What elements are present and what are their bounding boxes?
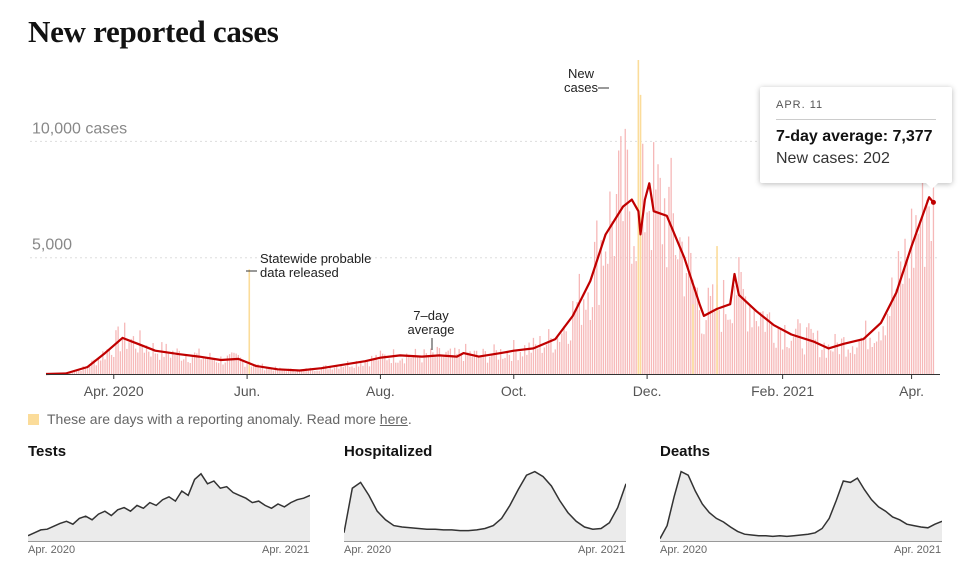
anomaly-legend: These are days with a reporting anomaly.… xyxy=(28,411,412,427)
trend-line xyxy=(28,472,310,537)
x-tick-label: Aug. xyxy=(366,383,395,399)
y-tick-label-5000: 5,000 xyxy=(32,237,72,254)
annotation-probable-data: Statewide probable xyxy=(260,251,371,266)
annotation-seven-day: 7–day xyxy=(413,308,449,323)
anomaly-legend-end: . xyxy=(407,411,412,427)
tests-end-label: Apr. 2021 xyxy=(262,544,310,556)
tooltip-point xyxy=(930,199,936,205)
tooltip: APR. 11 7-day average: 7,377 New cases: … xyxy=(760,87,952,183)
x-tick-label: Feb. 2021 xyxy=(751,383,814,399)
y-tick-label-10000: 10,000 cases xyxy=(32,120,127,137)
x-tick-label: Apr. 2020 xyxy=(84,383,144,399)
tests-title: Tests xyxy=(28,443,67,460)
area-fill xyxy=(28,473,310,542)
anomaly-legend-text: These are days with a reporting anomaly.… xyxy=(47,411,380,427)
annotation-seven-day: average xyxy=(408,322,455,337)
annotation-new-cases: New xyxy=(568,66,595,81)
x-tick-label: Jun. xyxy=(234,383,260,399)
deaths-start-label: Apr. 2020 xyxy=(660,544,708,556)
bars-layer xyxy=(67,128,935,374)
tooltip-average: 7-day average: 7,377 xyxy=(776,128,933,145)
x-tick-label: Dec. xyxy=(633,383,662,399)
annotation-probable-data: data released xyxy=(260,265,339,280)
tooltip-new-cases: New cases: 202 xyxy=(776,150,890,167)
annotation-new-cases: cases xyxy=(564,80,598,95)
hospitalized-title: Hospitalized xyxy=(344,443,433,460)
x-tick-label: Apr. xyxy=(899,383,924,399)
deaths-title: Deaths xyxy=(660,443,711,460)
hospitalized-end-label: Apr. 2021 xyxy=(578,544,626,556)
area-fill xyxy=(660,471,942,542)
anomaly-swatch xyxy=(28,414,39,425)
tooltip-date: APR. 11 xyxy=(776,99,824,111)
tests-chart[interactable] xyxy=(28,466,310,542)
tests-start-label: Apr. 2020 xyxy=(28,544,76,556)
hospitalized-chart[interactable] xyxy=(344,466,626,542)
area-fill xyxy=(344,471,626,542)
axis-layer: Apr. 2020 Jun. Aug. Oct. Dec. Feb. 2021 Apr. xyxy=(46,374,940,399)
trend-line xyxy=(660,470,942,539)
grid-layer: 5,000 10,000 cases xyxy=(30,120,940,259)
tooltip-pointer xyxy=(925,182,939,189)
hospitalized-start-label: Apr. 2020 xyxy=(344,544,392,556)
page-title: New reported cases xyxy=(28,14,279,49)
read-more-link[interactable]: here xyxy=(379,411,408,427)
main-chart[interactable]: 5,000 10,000 cases Apr. 2020 Jun. Aug. Oct. D… xyxy=(0,0,960,410)
deaths-end-label: Apr. 2021 xyxy=(894,544,942,556)
tooltip-divider xyxy=(776,119,936,120)
seven-day-average-line xyxy=(45,182,935,376)
line-layer xyxy=(45,182,936,376)
trend-line xyxy=(344,470,626,533)
x-tick-label: Oct. xyxy=(501,383,527,399)
deaths-chart[interactable] xyxy=(660,466,942,542)
